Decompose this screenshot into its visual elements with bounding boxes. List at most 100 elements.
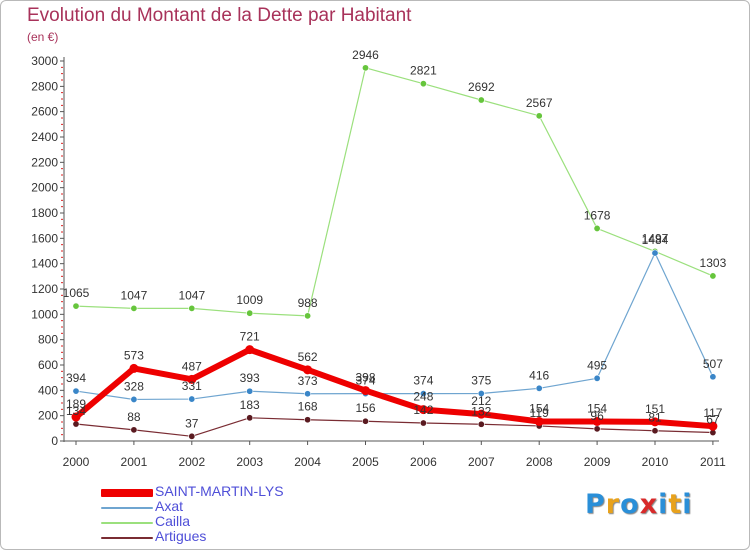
data-point-cailla	[709, 272, 717, 280]
data-point-artigues	[188, 432, 196, 440]
legend-swatch	[101, 507, 153, 509]
x-tick-label: 2003	[236, 455, 263, 469]
data-point-cailla	[304, 312, 312, 320]
legend-label: Artigues	[155, 528, 207, 544]
y-tick-label: 1800	[31, 206, 58, 220]
data-point-artigues	[246, 414, 254, 422]
data-point-artigues	[651, 427, 659, 435]
series-line-cailla	[75, 67, 714, 317]
series-line-axat	[75, 252, 714, 401]
data-point-saint-martin-lys	[592, 416, 602, 426]
y-tick-label: 600	[38, 358, 58, 372]
data-label-artigues: 37	[185, 416, 199, 430]
data-point-saint-martin-lys	[71, 412, 81, 422]
data-label-axat: 374	[413, 374, 433, 388]
data-label-saint-martin-lys: 154	[587, 401, 607, 415]
data-point-axat	[709, 373, 717, 381]
data-point-saint-martin-lys	[187, 374, 197, 384]
chart-subtitle: (en €)	[27, 30, 59, 44]
data-point-axat	[535, 384, 543, 392]
legend-label: Cailla	[155, 513, 191, 529]
data-point-saint-martin-lys	[708, 421, 718, 431]
data-label-axat: 328	[124, 379, 144, 393]
data-point-saint-martin-lys	[129, 363, 139, 373]
data-label-artigues: 168	[298, 400, 318, 414]
data-point-cailla	[130, 304, 138, 312]
x-tick-label: 2007	[468, 455, 495, 469]
logo-letter: r	[605, 489, 621, 520]
data-point-artigues	[593, 425, 601, 433]
series-line-artigues	[75, 417, 714, 437]
data-label-axat: 416	[529, 368, 549, 382]
data-point-cailla	[72, 302, 80, 310]
data-label-saint-martin-lys: 248	[413, 390, 433, 404]
data-point-saint-martin-lys	[650, 417, 660, 427]
chart-title: Evolution du Montant de la Dette par Hab…	[27, 5, 412, 26]
y-tick-label: 2000	[31, 181, 58, 195]
data-label-cailla: 1497	[642, 231, 669, 245]
x-tick-label: 2010	[642, 455, 669, 469]
data-label-artigues: 134	[66, 404, 86, 418]
y-tick-label: 1000	[31, 307, 58, 321]
y-tick-label: 2200	[31, 155, 58, 169]
x-tick-label: 2006	[410, 455, 437, 469]
data-point-artigues	[130, 426, 138, 434]
data-label-artigues: 119	[530, 406, 549, 420]
y-tick-label: 2600	[31, 105, 58, 119]
data-point-saint-martin-lys	[418, 405, 428, 415]
legend-label: Axat	[155, 498, 184, 514]
data-label-cailla: 2567	[526, 96, 553, 110]
data-label-saint-martin-lys: 487	[182, 359, 202, 373]
legend-swatch	[101, 489, 153, 497]
series-line-saint-martin-lys	[73, 346, 716, 430]
data-label-cailla: 2821	[410, 64, 437, 78]
data-label-saint-martin-lys: 212	[471, 394, 491, 408]
data-point-artigues	[72, 420, 80, 428]
data-label-artigues: 88	[127, 410, 141, 424]
x-tick-label: 2009	[584, 455, 611, 469]
y-tick-label: 2400	[31, 130, 58, 144]
data-point-axat	[188, 395, 196, 403]
data-point-saint-martin-lys	[245, 345, 255, 355]
data-point-cailla	[419, 80, 427, 88]
data-label-cailla: 1047	[121, 288, 148, 302]
logo-letter: P	[585, 489, 606, 520]
data-label-cailla: 1065	[63, 286, 90, 300]
data-point-axat	[593, 374, 601, 382]
data-label-artigues: 183	[240, 398, 260, 412]
y-tick-label: 2800	[31, 79, 58, 93]
logo-letter: o	[620, 489, 640, 520]
data-point-artigues	[361, 417, 369, 425]
data-point-cailla	[361, 64, 369, 72]
data-labels: 1065 1047 1047 1009 988 2946 2821 2692 2567 1678 1…	[63, 48, 727, 430]
x-tick-label: 2008	[526, 455, 553, 469]
data-label-axat: 394	[66, 371, 86, 385]
data-point-axat	[246, 387, 254, 395]
data-label-saint-martin-lys: 721	[240, 330, 260, 344]
data-label-axat: 507	[703, 357, 723, 371]
data-label-artigues: 142	[413, 403, 433, 417]
data-point-axat	[72, 387, 80, 395]
data-point-artigues	[304, 416, 312, 424]
data-label-cailla: 1303	[700, 256, 727, 270]
data-label-cailla: 1678	[584, 208, 611, 222]
y-tick-label: 1200	[31, 282, 58, 296]
data-label-axat: 375	[471, 374, 491, 388]
data-label-axat: 374	[355, 374, 375, 388]
y-tick-label: 0	[51, 434, 58, 448]
logo-letter: x	[639, 489, 659, 520]
data-label-saint-martin-lys: 189	[66, 397, 86, 411]
y-tick-label: 1400	[31, 257, 58, 271]
y-tick-label: 200	[38, 409, 58, 423]
data-label-cailla: 988	[298, 296, 318, 310]
x-tick-label: 2011	[700, 455, 726, 469]
data-point-cailla	[246, 309, 254, 317]
data-label-axat: 495	[587, 358, 607, 372]
data-label-saint-martin-lys: 562	[298, 350, 318, 364]
data-point-saint-martin-lys	[303, 365, 313, 375]
data-point-axat	[477, 389, 485, 397]
logo-letter: t	[668, 489, 683, 520]
data-point-artigues	[477, 420, 485, 428]
